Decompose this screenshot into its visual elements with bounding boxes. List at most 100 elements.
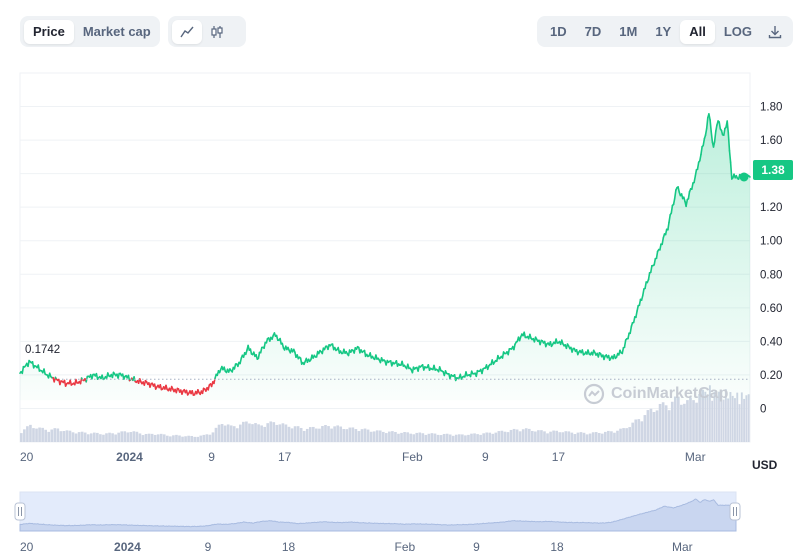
volume-bar: [117, 432, 120, 442]
tab-log[interactable]: LOG: [723, 23, 753, 39]
volume-bar: [305, 428, 309, 442]
y-tick-label: 1.00: [760, 236, 782, 248]
volume-bar: [381, 431, 385, 442]
price-line-segment: [43, 368, 46, 375]
volume-bar: [20, 433, 23, 442]
y-tick-label: 1.20: [760, 202, 782, 214]
volume-bar: [394, 431, 397, 442]
volume-bar: [71, 432, 75, 442]
price-line-segment: [275, 334, 279, 342]
volume-bar: [515, 429, 519, 442]
price-line-segment: [728, 150, 732, 164]
volume-bar: [260, 425, 263, 442]
volume-bar: [56, 428, 60, 442]
volume-bar: [561, 432, 565, 442]
volume-bar: [711, 400, 714, 442]
tab-1y[interactable]: 1Y: [655, 23, 672, 39]
tab-price[interactable]: Price: [24, 19, 74, 44]
volume-bar: [166, 435, 169, 442]
volume-bar: [677, 396, 680, 442]
price-line-segment: [207, 384, 211, 391]
volume-bar: [731, 395, 734, 442]
volume-bar: [65, 430, 69, 442]
price-line-segment: [507, 348, 511, 356]
price-line-segment: [233, 363, 237, 370]
volume-bar: [59, 431, 63, 442]
volume-bar: [41, 427, 44, 442]
volume-bar: [290, 428, 294, 442]
volume-bar: [302, 430, 306, 442]
volume-bar: [458, 434, 461, 442]
volume-bar: [546, 433, 549, 442]
line-chart-icon[interactable]: [172, 19, 202, 44]
price-line-segment: [712, 141, 716, 148]
x-tick-label: 9: [482, 450, 489, 464]
price-line-segment: [475, 369, 479, 378]
download-icon[interactable]: [761, 20, 789, 44]
volume-bar: [500, 430, 504, 442]
volume-bar: [734, 398, 736, 442]
volume-bar: [38, 427, 41, 442]
price-line-segment: [249, 348, 253, 355]
volume-bar: [235, 428, 239, 442]
volume-bar: [658, 403, 662, 442]
price-line-segment: [159, 383, 163, 391]
volume-bar: [631, 422, 635, 442]
volume-bar: [537, 430, 540, 442]
price-line-segment: [239, 357, 243, 365]
tab-all[interactable]: All: [680, 19, 715, 44]
current-price-tag: 1.38: [753, 160, 793, 180]
price-line-segment: [700, 145, 703, 156]
price-line-segment: [653, 257, 657, 266]
price-line-segment: [693, 175, 697, 184]
volume-bar: [245, 421, 248, 442]
price-line-segment: [708, 113, 711, 121]
volume-bar: [461, 434, 464, 442]
navigator-tick-label: 20: [20, 540, 34, 554]
tab-1m[interactable]: 1M: [619, 23, 638, 39]
volume-bar: [272, 422, 276, 442]
y-tick-label: 0.60: [760, 303, 782, 315]
volume-bar: [126, 432, 130, 442]
volume-bar: [315, 428, 318, 442]
price-line-segment: [127, 374, 131, 382]
volume-bar: [600, 433, 604, 442]
tab-market-cap[interactable]: Market cap: [82, 23, 151, 39]
navigator: 20 2024 9 18 Feb 9 18 Mar: [14, 491, 741, 554]
volume-bar: [527, 428, 531, 442]
price-line-segment: [257, 351, 261, 360]
volume-bar: [473, 433, 476, 442]
volume-bar: [433, 433, 437, 442]
volume-bar: [607, 430, 610, 442]
volume-bar: [114, 434, 117, 442]
tab-7d[interactable]: 7D: [584, 23, 602, 39]
price-line-segment: [523, 331, 527, 339]
volume-bars: [20, 385, 750, 442]
volume-bar: [229, 425, 233, 442]
price-line-segment: [698, 153, 702, 162]
price-line-segment: [696, 161, 700, 170]
tab-1d[interactable]: 1D: [550, 23, 567, 39]
y-tick-label: 1.80: [760, 102, 782, 114]
volume-bar: [372, 431, 376, 442]
volume-bar: [96, 432, 99, 442]
price-line-segment: [673, 189, 677, 200]
volume-bar: [591, 432, 595, 442]
y-axis-ticks: 00.200.400.600.801.001.201.401.601.80: [760, 102, 782, 416]
price-area: [20, 113, 750, 401]
volume-bar: [430, 433, 434, 442]
candlestick-icon[interactable]: [202, 20, 232, 44]
volume-bar: [637, 419, 641, 442]
volume-bar: [205, 434, 209, 442]
volume-bar: [357, 431, 361, 442]
volume-bar: [512, 428, 516, 442]
navigator-right-handle[interactable]: [729, 502, 741, 521]
price-line-segment: [705, 116, 709, 130]
volume-bar: [321, 426, 324, 442]
volume-bar: [436, 434, 440, 442]
volume-bar: [616, 430, 619, 442]
navigator-left-handle[interactable]: [14, 502, 26, 521]
last-price-marker: [739, 172, 749, 182]
navigator-series: [19, 498, 737, 532]
